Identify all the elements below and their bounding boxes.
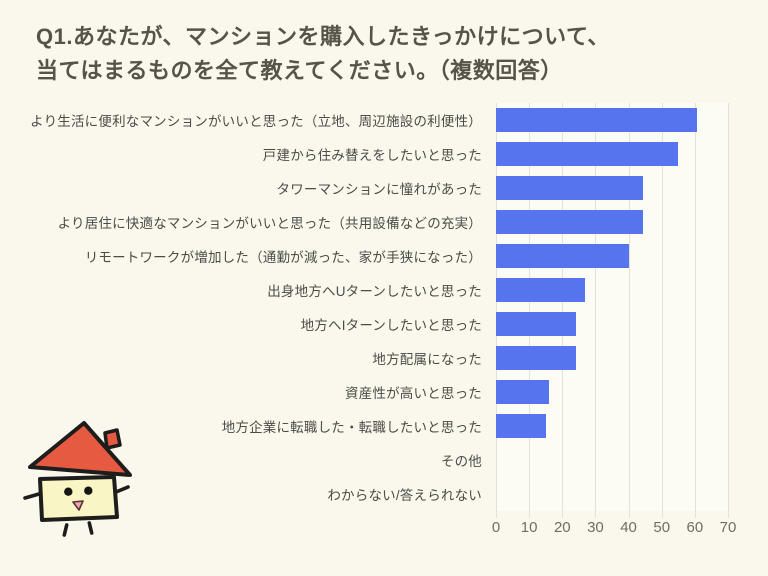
gridline: [562, 103, 564, 518]
bar: [496, 142, 679, 166]
gridline: [529, 103, 531, 518]
category-label: その他: [440, 454, 482, 469]
gridline: [728, 103, 729, 518]
x-tick-label: 70: [719, 519, 737, 536]
bar: [496, 380, 550, 404]
chart-row: より居住に快適なマンションがいいと思った（共用設備などの充実）: [0, 205, 768, 239]
category-label: 地方企業に転職した・転職したいと思った: [221, 420, 482, 435]
chart-title: Q1.あなたが、マンションを購入したきっかけについて、 当てはまるものを全て教え…: [36, 20, 736, 88]
chart-title-line2: 当てはまるものを全て教えてください。（複数回答）: [36, 58, 563, 83]
bar: [496, 210, 644, 234]
plot-area: [496, 103, 729, 511]
gridline: [661, 103, 663, 518]
category-label: リモートワークが増加した（通勤が減った、家が手狭になった）: [84, 250, 482, 265]
chart-row: 地方企業に転職した・転職したいと思った: [0, 409, 768, 443]
chart-row: 地方へIターンしたいと思った: [0, 307, 768, 341]
bar: [496, 414, 546, 438]
x-tick-label: 50: [653, 519, 671, 536]
category-label: 資産性が高いと思った: [345, 386, 482, 401]
x-tick-label: 30: [587, 519, 604, 536]
gridline: [628, 103, 630, 518]
house-mascot-icon: [23, 421, 132, 537]
chart-row: 出身地方へUターンしたいと思った: [0, 273, 768, 307]
category-label: 出身地方へUターンしたいと思った: [267, 284, 482, 299]
category-label: より居住に快適なマンションがいいと思った（共用設備などの充実）: [57, 216, 482, 231]
chart-row: 資産性が高いと思った: [0, 375, 768, 409]
x-tick-label: 0: [491, 519, 501, 536]
category-label: より生活に便利なマンションがいいと思った（立地、周辺施設の利便性）: [30, 114, 482, 129]
category-label: わからない/答えられない: [327, 488, 482, 503]
chart-row: 地方配属になった: [0, 341, 768, 375]
gridline: [496, 103, 497, 518]
category-label: 戸建から住み替えをしたいと思った: [262, 148, 482, 163]
category-label: タワーマンションに憧れがあった: [276, 182, 482, 197]
bar: [496, 244, 629, 268]
chart-row: リモートワークが増加した（通勤が減った、家が手狭になった）: [0, 239, 768, 273]
chart-row: タワーマンションに憧れがあった: [0, 171, 768, 205]
category-label: 地方へIターンしたいと思った: [300, 318, 482, 333]
bar: [496, 346, 576, 370]
category-label: 地方配属になった: [372, 352, 482, 367]
x-tick-label: 10: [520, 519, 538, 536]
bar: [496, 176, 644, 200]
bar: [496, 108, 697, 132]
x-tick-label: 60: [686, 519, 704, 536]
chart-row: その他: [0, 443, 768, 477]
bar: [496, 312, 576, 336]
bar: [496, 278, 586, 302]
chart-row: わからない/答えられない: [0, 477, 768, 511]
gridline: [595, 103, 597, 518]
x-tick-label: 20: [553, 519, 571, 536]
chart-title-line1: Q1.あなたが、マンションを購入したきっかけについて、: [36, 24, 610, 49]
chart-row: より生活に便利なマンションがいいと思った（立地、周辺施設の利便性）: [0, 103, 768, 137]
chart-row: 戸建から住み替えをしたいと思った: [0, 137, 768, 171]
gridline: [694, 103, 696, 518]
x-tick-label: 40: [620, 519, 637, 536]
